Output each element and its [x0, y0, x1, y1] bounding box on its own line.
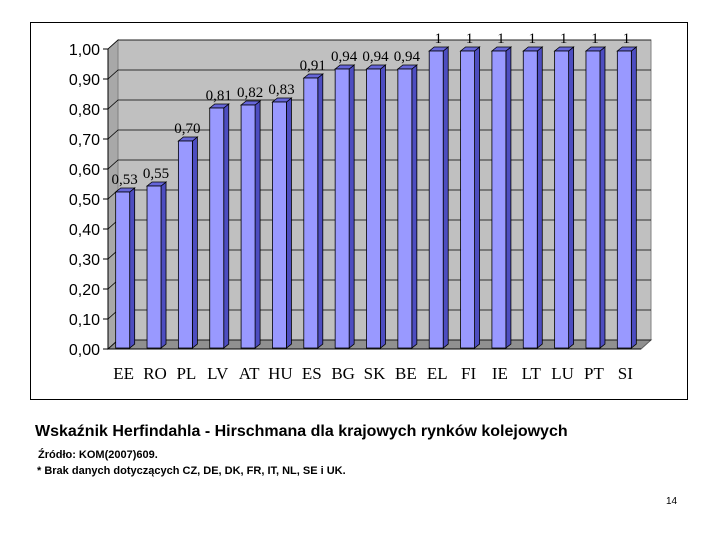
data-label: 1: [497, 31, 505, 47]
bar-side: [630, 46, 637, 349]
bar: [554, 50, 570, 349]
bar-side: [442, 46, 449, 349]
bar: [522, 50, 538, 349]
chart-footnote: * Brak danych dotyczących CZ, DE, DK, FR…: [37, 465, 346, 477]
x-tick-label: IE: [492, 364, 508, 383]
bar: [585, 50, 601, 349]
bar-side: [536, 46, 543, 349]
bar-side: [568, 46, 575, 349]
data-label: 0,53: [112, 172, 138, 188]
data-label: 0,83: [268, 82, 294, 98]
data-label: 1: [623, 31, 631, 47]
x-tick-label: RO: [143, 364, 167, 383]
data-label: 1: [434, 31, 442, 47]
data-label: 0,91: [300, 58, 326, 74]
y-tick-label: 0,50: [69, 192, 100, 209]
bar: [177, 140, 193, 349]
data-label: 0,70: [174, 121, 200, 137]
bar-side: [191, 136, 198, 349]
data-label: 1: [560, 31, 568, 47]
bar-side: [505, 46, 512, 349]
y-tick-label: 1,00: [69, 42, 100, 59]
x-tick-label: SI: [618, 364, 633, 383]
data-label: 0,55: [143, 166, 169, 182]
bar-side: [599, 46, 606, 349]
y-tick-label: 0,20: [69, 282, 100, 299]
data-label: 0,94: [362, 49, 389, 65]
bar-chart: 0,00 0,10 0,20 0,30 0,40 0,50 0,60 0,70 0,80 0,90…: [69, 31, 653, 383]
x-tick-label: ES: [302, 364, 322, 383]
x-tick-label: PT: [584, 364, 604, 383]
x-tick-label: FI: [461, 364, 476, 383]
x-tick-label: PL: [176, 364, 196, 383]
x-tick-label: LU: [551, 364, 574, 383]
bar: [397, 68, 413, 349]
x-tick-label: SK: [364, 364, 386, 383]
bar-side: [317, 73, 324, 349]
chart-frame: 0,00 0,10 0,20 0,30 0,40 0,50 0,60 0,70 0,80 0,90…: [30, 22, 688, 400]
y-tick-label: 0,30: [69, 252, 100, 269]
bar-side: [348, 64, 355, 349]
bar-side: [411, 64, 418, 349]
y-tick-label: 0,90: [69, 72, 100, 89]
bar: [491, 50, 507, 349]
x-tick-label: BE: [395, 364, 417, 383]
y-tick-label: 0,60: [69, 162, 100, 179]
bar: [616, 50, 632, 349]
bar: [209, 107, 225, 349]
data-label: 1: [529, 31, 537, 47]
data-label: 1: [466, 31, 474, 47]
data-label: 0,82: [237, 85, 263, 101]
y-tick-label: 0,70: [69, 132, 100, 149]
bar: [303, 77, 319, 349]
x-tick-label: LV: [207, 364, 229, 383]
y-tick-label: 0,40: [69, 222, 100, 239]
bar: [115, 191, 131, 349]
x-tick-label: EE: [113, 364, 134, 383]
bar-side: [223, 103, 230, 349]
bar: [272, 101, 287, 349]
bar-side: [129, 187, 136, 349]
data-label: 0,81: [206, 88, 232, 104]
bar-side: [254, 100, 261, 349]
x-tick-label: AT: [239, 364, 260, 383]
chart-source: Źródło: KOM(2007)609.: [38, 449, 158, 461]
bar: [428, 50, 444, 349]
bar: [240, 104, 256, 349]
data-label: 0,94: [331, 49, 358, 65]
bar: [146, 185, 162, 349]
chart-caption-title: Wskaźnik Herfindahla - Hirschmana dla kr…: [35, 423, 568, 440]
x-tick-label: LT: [522, 364, 542, 383]
y-tick-label: 0,80: [69, 102, 100, 119]
x-tick-label: EL: [427, 364, 448, 383]
bar-side: [474, 46, 480, 349]
data-label: 1: [591, 31, 599, 47]
bar: [366, 68, 381, 349]
bar-side: [286, 97, 292, 349]
gridline: [107, 39, 651, 50]
y-tick-label: 0,00: [69, 342, 100, 359]
x-tick-label: BG: [331, 364, 355, 383]
y-tick-label: 0,10: [69, 312, 100, 329]
data-label: 0,94: [394, 49, 421, 65]
x-tick-label: HU: [268, 364, 293, 383]
page-number: 14: [666, 496, 678, 507]
bar-side: [380, 64, 386, 349]
bar: [334, 68, 350, 349]
bar: [460, 50, 475, 349]
bar-side: [160, 181, 167, 349]
